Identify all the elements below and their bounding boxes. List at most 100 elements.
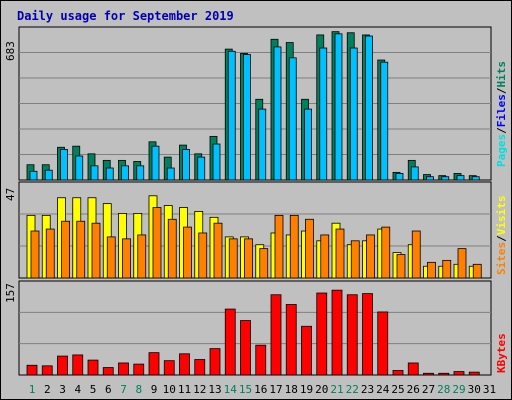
bar-sites-13 bbox=[213, 222, 223, 279]
bar-files-14 bbox=[227, 50, 236, 181]
bar-kbytes-22 bbox=[346, 294, 358, 376]
x-tick-label-23: 23 bbox=[360, 383, 375, 396]
x-tick-label-26: 26 bbox=[406, 383, 420, 396]
x-tick-label-10: 10 bbox=[162, 383, 176, 396]
legend-sites-visits: Sites/Visits bbox=[495, 196, 508, 276]
x-tick-label-25: 25 bbox=[391, 383, 405, 396]
bar-sites-30 bbox=[472, 263, 482, 279]
bar-files-17 bbox=[273, 46, 282, 181]
bar-files-18 bbox=[288, 57, 297, 181]
x-tick-label-1: 1 bbox=[28, 383, 36, 396]
x-tick-label-22: 22 bbox=[345, 383, 359, 396]
bar-sites-15 bbox=[244, 238, 253, 279]
bar-files-20 bbox=[319, 47, 328, 181]
bar-files-9 bbox=[151, 145, 160, 181]
legend-visits: Visits bbox=[495, 195, 508, 236]
legend-kbytes: KBytes bbox=[495, 333, 508, 373]
x-tick-label-29: 29 bbox=[452, 383, 466, 396]
bar-kbytes-10 bbox=[163, 360, 175, 376]
bar-sites-1 bbox=[30, 230, 40, 279]
bar-files-11 bbox=[182, 149, 190, 181]
bar-kbytes-3 bbox=[57, 355, 68, 376]
bar-sites-2 bbox=[45, 228, 55, 279]
bar-sites-25 bbox=[396, 254, 406, 279]
bar-sites-16 bbox=[259, 248, 269, 279]
bar-sites-14 bbox=[228, 238, 238, 279]
bar-kbytes-1 bbox=[26, 364, 38, 376]
x-tick-label-6: 6 bbox=[104, 383, 112, 396]
bar-files-7 bbox=[121, 165, 129, 181]
bar-sites-19 bbox=[305, 218, 314, 279]
bar-sites-11 bbox=[183, 226, 192, 279]
bar-kbytes-16 bbox=[255, 344, 267, 376]
legend-sep: / bbox=[495, 127, 508, 134]
x-tick-label-15: 15 bbox=[238, 383, 253, 396]
x-tick-label-19: 19 bbox=[299, 383, 314, 396]
bar-files-30 bbox=[471, 176, 480, 181]
bar-sites-21 bbox=[335, 228, 345, 279]
bar-sites-12 bbox=[198, 232, 208, 279]
bar-kbytes-7 bbox=[118, 362, 129, 376]
y-max-label-hits: 683 bbox=[4, 41, 17, 61]
bar-files-21 bbox=[334, 33, 343, 181]
bar-files-2 bbox=[44, 169, 53, 181]
bar-kbytes-29 bbox=[453, 371, 465, 376]
x-tick-label-20: 20 bbox=[315, 383, 329, 396]
bar-kbytes-8 bbox=[133, 363, 145, 376]
x-tick-label-4: 4 bbox=[74, 383, 82, 396]
bar-kbytes-26 bbox=[407, 362, 419, 376]
bar-kbytes-13 bbox=[209, 348, 221, 376]
legend-sep: / bbox=[495, 87, 508, 95]
x-tick-label-16: 16 bbox=[254, 383, 268, 396]
x-tick-label-13: 13 bbox=[208, 383, 222, 396]
bar-kbytes-30 bbox=[468, 371, 480, 376]
bar-files-19 bbox=[304, 108, 312, 181]
bar-files-3 bbox=[60, 149, 68, 181]
bar-files-1 bbox=[29, 170, 38, 181]
x-tick-label-24: 24 bbox=[376, 383, 390, 396]
x-tick-label-21: 21 bbox=[330, 383, 344, 396]
bar-kbytes-12 bbox=[194, 359, 206, 376]
bar-kbytes-18 bbox=[285, 304, 297, 376]
x-tick-label-7: 7 bbox=[120, 383, 127, 396]
x-tick-label-27: 27 bbox=[421, 383, 436, 396]
bar-files-26 bbox=[410, 166, 419, 181]
bar-kbytes-14 bbox=[224, 308, 236, 376]
x-tick-label-2: 2 bbox=[43, 383, 51, 396]
x-tick-label-8: 8 bbox=[135, 383, 143, 396]
bar-files-15 bbox=[243, 54, 251, 181]
bar-kbytes-5 bbox=[87, 359, 99, 376]
legend-pages-files-hits: Pages/Files/Hits bbox=[495, 61, 508, 167]
plot-area-2 bbox=[18, 280, 492, 376]
bar-kbytes-25 bbox=[392, 370, 404, 376]
y-max-label-kbytes: 157 bbox=[4, 283, 17, 303]
bar-kbytes-24 bbox=[377, 311, 389, 376]
bar-kbytes-28 bbox=[438, 372, 450, 376]
bar-files-6 bbox=[105, 167, 114, 181]
legend-sites: Sites bbox=[495, 241, 508, 275]
bar-sites-17 bbox=[274, 214, 284, 279]
bar-kbytes-27 bbox=[423, 372, 434, 376]
bar-files-16 bbox=[258, 108, 267, 181]
bar-kbytes-17 bbox=[270, 294, 282, 376]
bar-sites-18 bbox=[289, 214, 299, 279]
bar-files-23 bbox=[365, 35, 373, 181]
legend-kbytes-text: KBytes bbox=[495, 333, 508, 373]
bar-files-25 bbox=[395, 173, 404, 181]
bar-files-27 bbox=[426, 176, 434, 181]
legend-pages: Pages bbox=[495, 133, 508, 167]
x-tick-label-12: 12 bbox=[193, 383, 207, 396]
x-tick-label-11: 11 bbox=[177, 383, 192, 396]
bar-kbytes-19 bbox=[301, 325, 312, 376]
bar-kbytes-15 bbox=[240, 320, 251, 376]
y-max-label-visits: 47 bbox=[4, 187, 17, 201]
bar-sites-5 bbox=[91, 222, 101, 279]
bar-sites-7 bbox=[122, 238, 131, 279]
bar-sites-4 bbox=[76, 220, 86, 279]
bar-kbytes-11 bbox=[179, 353, 190, 376]
bar-sites-22 bbox=[350, 240, 360, 279]
x-tick-label-9: 9 bbox=[150, 383, 158, 396]
bar-files-5 bbox=[90, 165, 99, 181]
bar-sites-24 bbox=[381, 226, 391, 279]
